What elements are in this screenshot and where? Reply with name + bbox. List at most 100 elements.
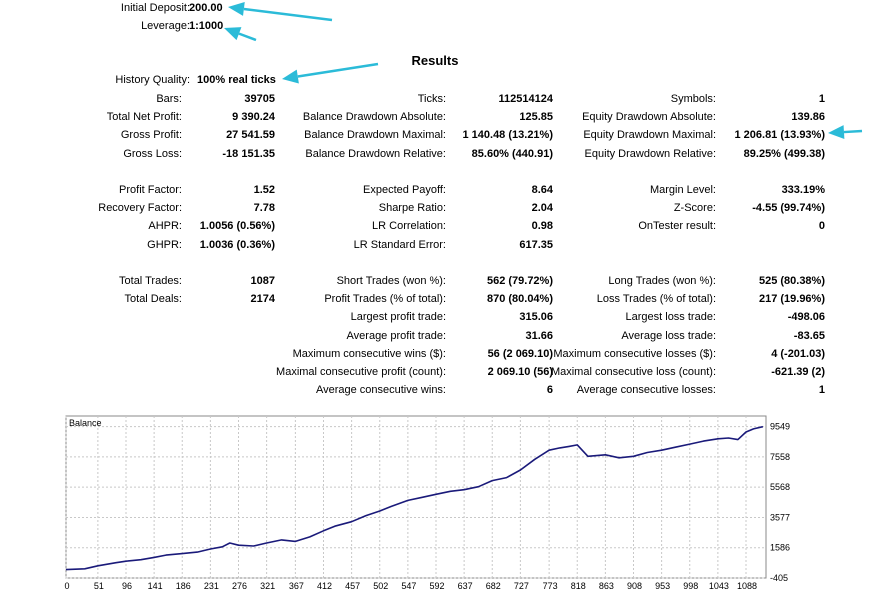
arrow-quality-icon [282,62,379,84]
y-tick-label: 5568 [770,482,790,492]
stat-value: 89.25% (499.38) [743,147,825,160]
y-tick-label: 7558 [770,452,790,462]
stat-value: 27 541.59 [226,129,275,142]
stat-value: -4.55 (99.74%) [752,202,825,215]
stat-value: 4 (-201.03) [771,347,825,360]
stat-value: -18 151.35 [222,147,275,160]
x-tick-label: 818 [571,581,586,591]
chart-plot-area [65,415,767,579]
x-tick-label: 231 [204,581,219,591]
stat-label: Gross Loss: [123,147,182,160]
stat-value: 1 140.48 (13.21%) [462,129,553,142]
arrow-equity-icon [828,125,863,140]
stat-value: -83.65 [793,329,825,342]
stat-value: 1 [818,384,825,397]
stat-label: Equity Drawdown Absolute: [582,111,716,124]
stat-label: Symbols: [670,93,716,105]
stat-value: 562 (79.72%) [486,275,553,287]
x-tick-label: 863 [599,581,614,591]
x-tick-label: 908 [627,581,642,591]
x-tick-label: 321 [260,581,275,591]
stat-value: 1087 [250,275,275,287]
balance-series-line [65,425,764,571]
stat-value: 217 (19.96%) [758,293,825,306]
stat-label: Long Trades (won %): [608,275,716,287]
stat-label: Margin Level: [649,184,716,196]
stat-value: 56 (2 069.10) [487,347,553,360]
x-tick-label: 1088 [737,581,757,591]
stat-value: 1.0056 (0.56%) [199,220,275,233]
x-tick-label: 96 [122,581,132,591]
x-tick-label: 773 [543,581,558,591]
stat-label: Average consecutive wins: [315,384,446,397]
x-tick-label: 727 [514,581,529,591]
stat-label: Maximum consecutive losses ($): [553,347,716,360]
stat-value: -498.06 [787,311,825,324]
stat-label: Average loss trade: [621,329,716,342]
stat-label: Average profit trade: [346,329,446,342]
stat-label: Balance Drawdown Maximal: [304,129,446,142]
stat-value: -621.39 (2) [771,366,825,378]
x-tick-label: 0 [64,581,69,591]
stat-value: 1 206.81 (13.93%) [734,129,825,142]
stat-value: 31.66 [525,329,553,342]
stat-value: 125.85 [519,111,553,124]
stat-label: Total Trades: [119,275,182,287]
stat-label: Total Net Profit: [106,111,182,124]
stat-label: LR Standard Error: [353,238,446,251]
x-tick-label: 953 [655,581,670,591]
stat-label: Z-Score: [673,202,716,215]
stat-value: 1.52 [253,184,275,196]
stat-label: Balance Drawdown Absolute: [302,111,446,124]
stat-value: 2.04 [531,202,553,215]
x-tick-label: 276 [232,581,247,591]
arrow-deposit-icon [228,2,333,22]
stat-value: 39705 [244,93,275,105]
stat-value: 8.64 [531,184,553,196]
x-tick-label: 682 [486,581,501,591]
arrow-leverage-icon [224,27,257,42]
stat-label: LR Correlation: [372,220,446,233]
stat-label: Profit Factor: [119,184,182,196]
stat-value: 85.60% (440.91) [471,147,553,160]
stat-label: OnTester result: [638,220,716,233]
y-tick-label: -405 [770,573,788,583]
stat-label: Recovery Factor: [98,202,182,215]
stat-value: 2 069.10 (56) [487,366,553,378]
stat-label: Total Deals: [124,293,182,306]
stat-label: Largest loss trade: [625,311,717,324]
stat-value: 6 [546,384,553,397]
stat-value: 0 [818,220,825,233]
stat-label: Expected Payoff: [363,184,446,196]
stat-value: 2174 [250,293,275,306]
stat-value: 870 (80.04%) [486,293,553,306]
stat-value: 333.19% [781,184,825,196]
stat-label: Average consecutive losses: [576,384,716,397]
history-quality-label: History Quality: [115,74,190,86]
x-tick-label: 592 [429,581,444,591]
stat-value: 315.06 [519,311,553,324]
stat-label: GHPR: [147,238,182,251]
stat-value: 0.98 [531,220,553,233]
x-tick-label: 502 [373,581,388,591]
stat-value: 7.78 [253,202,275,215]
leverage-value: 1:1000 [189,20,224,32]
stat-label: Maximum consecutive wins ($): [292,347,446,360]
y-tick-label: 9549 [770,422,790,432]
stat-label: AHPR: [148,220,182,233]
balance-chart: 0 51 96 141 186 231 276 321 367 412 457 502 547 592 63… [0,408,873,600]
stat-label: Bars: [156,93,182,105]
stat-value: 525 (80.38%) [758,275,825,287]
stat-value: 1.0036 (0.36%) [199,238,275,251]
x-tick-label: 547 [401,581,416,591]
stat-label: Equity Drawdown Relative: [584,147,716,160]
stat-value: 139.86 [791,111,825,124]
stat-label: Largest profit trade: [350,311,446,324]
x-tick-label: 457 [345,581,360,591]
stat-value: 1 [818,93,825,105]
stat-label: Profit Trades (% of total): [324,293,446,306]
x-tick-label: 637 [458,581,473,591]
stat-value: 112514124 [498,93,553,105]
x-tick-label: 367 [289,581,304,591]
stat-label: Maximal consecutive loss (count): [550,366,716,378]
